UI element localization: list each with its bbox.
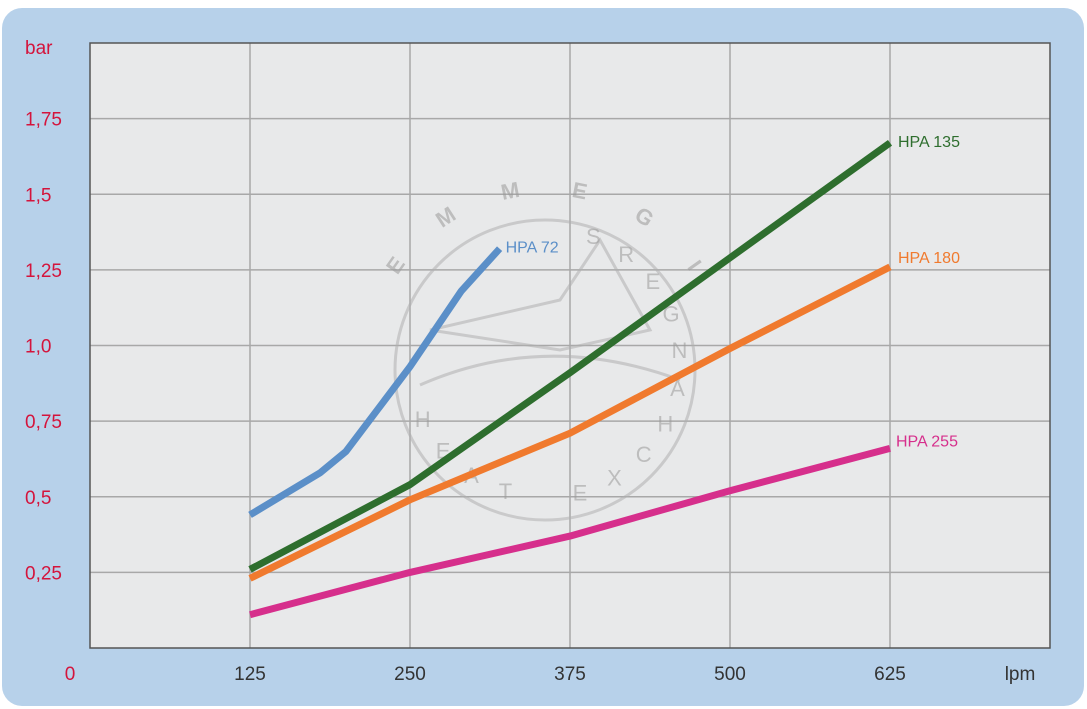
series-label-hpa-180: HPA 180 [898,250,960,267]
series-group [248,139,893,619]
plot-border [89,42,1051,649]
x-tick-label-4: 625 [874,664,906,685]
series-label-hpa-135: HPA 135 [898,134,960,151]
grid [89,42,1051,649]
watermark-brand-letter: M [499,177,522,205]
watermark-logo [393,218,697,522]
x-axis-unit: lpm [1005,664,1036,685]
series-label-hpa-72: HPA 72 [506,240,559,257]
watermark-tagline-letter: H [657,411,673,436]
watermark-tagline-letter: G [662,302,679,327]
watermark-tagline-letter: R [618,242,634,267]
y-tick-label-3: 1,0 [25,337,51,358]
y-tick-label-1: 0,5 [25,488,51,509]
watermark-tagline-letter: C [636,442,652,467]
y-tick-label-6: 1,75 [25,110,62,131]
watermark-tagline-letter: E [573,480,588,505]
origin-label: 0 [65,664,76,685]
y-tick-label-4: 1,25 [25,261,62,282]
x-tick-label-3: 500 [714,664,746,685]
y-tick-label-0: 0,25 [25,563,62,584]
series-line-hpa-72 [248,246,503,518]
watermark-tagline-letter: T [499,479,512,504]
x-tick-label-0: 125 [234,664,266,685]
watermark-tagline-letter: X [607,466,622,491]
x-tick-label-1: 250 [394,664,426,685]
series-label-hpa-255: HPA 255 [896,433,958,450]
labels-group: HPA 72 HPA 135 HPA 180 HPA 255 [506,134,960,451]
watermark-tagline-letter: S [586,224,601,249]
y-tick-label-2: 0,75 [25,412,62,433]
watermark-tagline-letter: E [645,269,660,294]
watermark-brand-letter: E [570,177,589,204]
y-tick-label-5: 1,5 [25,185,51,206]
x-tick-label-2: 375 [554,664,586,685]
watermark-tagline-letter: H [415,407,431,432]
watermark-swoosh [419,354,681,387]
watermark-tagline-letter: N [672,338,688,363]
ticks-group: 0,25 0,5 0,75 1,0 1,25 1,5 1,75 125 250 375 500 625… [25,38,1035,685]
watermark-emblem [429,237,653,352]
y-axis-unit: bar [25,38,53,59]
